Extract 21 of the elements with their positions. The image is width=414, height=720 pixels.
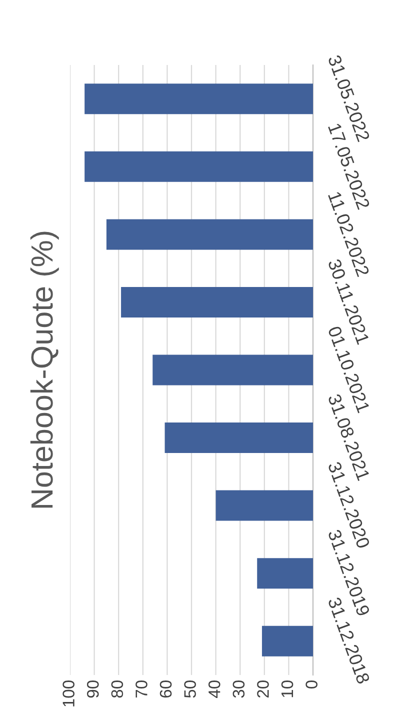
y-axis-title: Notebook-Quote (%) bbox=[30, 232, 59, 508]
x-tick-label: 40 bbox=[208, 680, 220, 698]
x-tick-label: 0 bbox=[306, 680, 318, 688]
bar bbox=[84, 151, 313, 182]
x-tick-label: 20 bbox=[257, 680, 269, 698]
bar bbox=[152, 354, 313, 386]
x-tick-label: 80 bbox=[111, 680, 124, 698]
bar bbox=[164, 422, 313, 454]
x-tick-label: 10 bbox=[281, 680, 294, 698]
x-tick-label: 60 bbox=[160, 680, 172, 698]
x-tick-label: 90 bbox=[86, 680, 99, 698]
bar bbox=[262, 626, 313, 656]
x-tick-label: 70 bbox=[136, 680, 148, 698]
bar bbox=[121, 286, 313, 318]
x-tick-label: 100 bbox=[62, 680, 74, 706]
bar bbox=[216, 490, 313, 521]
x-tick-label: 50 bbox=[184, 680, 196, 698]
bar bbox=[106, 219, 313, 250]
bar bbox=[84, 84, 313, 114]
bar bbox=[257, 558, 313, 589]
x-tick-label: 30 bbox=[232, 680, 245, 698]
